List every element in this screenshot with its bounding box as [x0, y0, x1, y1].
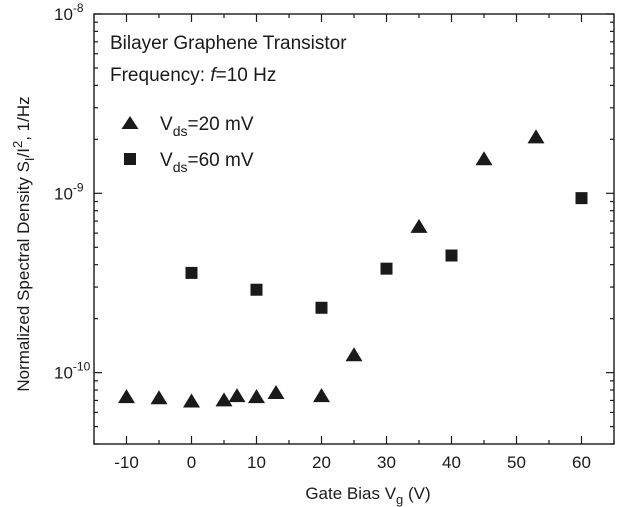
data-point-vds-20	[215, 392, 233, 407]
data-point-vds-20	[475, 151, 493, 166]
x-tick-label: 60	[572, 453, 591, 472]
annotation-title: Bilayer Graphene Transistor	[110, 33, 347, 54]
data-point-vds-60	[575, 192, 588, 205]
x-tick-label: 40	[442, 453, 461, 472]
data-point-vds-20	[345, 347, 363, 362]
data-point-vds-20	[410, 218, 428, 233]
data-point-vds-20	[527, 129, 545, 144]
x-axis-ticks: -10 0 10 20 30 40 50 60	[93, 14, 615, 472]
x-tick-label: 50	[507, 453, 526, 472]
y-axis-ticks: 10-10 10-9 10-8	[54, 1, 614, 445]
x-tick-label: 30	[377, 453, 396, 472]
data-point-vds-20	[267, 384, 285, 399]
x-axis-title: Gate Bias Vg (V)	[305, 484, 430, 507]
annotation-frequency: Frequency: f=10 Hz	[110, 65, 276, 86]
y-tick-label: 10-8	[54, 1, 84, 24]
x-tick-label: 20	[312, 453, 331, 472]
data-point-vds-20	[313, 388, 330, 403]
x-tick-label: 0	[187, 453, 196, 472]
legend-label-vds-60: Vds=60 mV	[160, 150, 254, 175]
data-point-vds-60	[380, 262, 393, 275]
data-point-vds-60	[185, 266, 198, 279]
y-tick-label: 10-10	[54, 360, 91, 383]
y-axis-title: Normalized Spectral Density SI/I2, 1/Hz	[10, 96, 37, 391]
data-point-vds-60	[315, 301, 328, 314]
data-markers	[118, 129, 588, 408]
data-point-vds-20	[150, 390, 168, 405]
data-point-vds-60	[445, 249, 458, 262]
legend-label-vds-20: Vds=20 mV	[160, 114, 254, 139]
data-point-vds-20	[183, 393, 200, 408]
x-tick-label: 10	[247, 453, 266, 472]
legend-marker-square	[124, 153, 136, 165]
data-point-vds-20	[118, 389, 135, 404]
data-point-vds-20	[248, 389, 265, 404]
data-point-vds-20	[228, 388, 246, 403]
x-tick-label: -10	[114, 453, 139, 472]
legend: Vds=20 mV Vds=60 mV	[121, 114, 254, 175]
legend-marker-triangle	[121, 116, 139, 129]
y-tick-label: 10-9	[54, 180, 84, 203]
data-point-vds-60	[250, 283, 263, 296]
